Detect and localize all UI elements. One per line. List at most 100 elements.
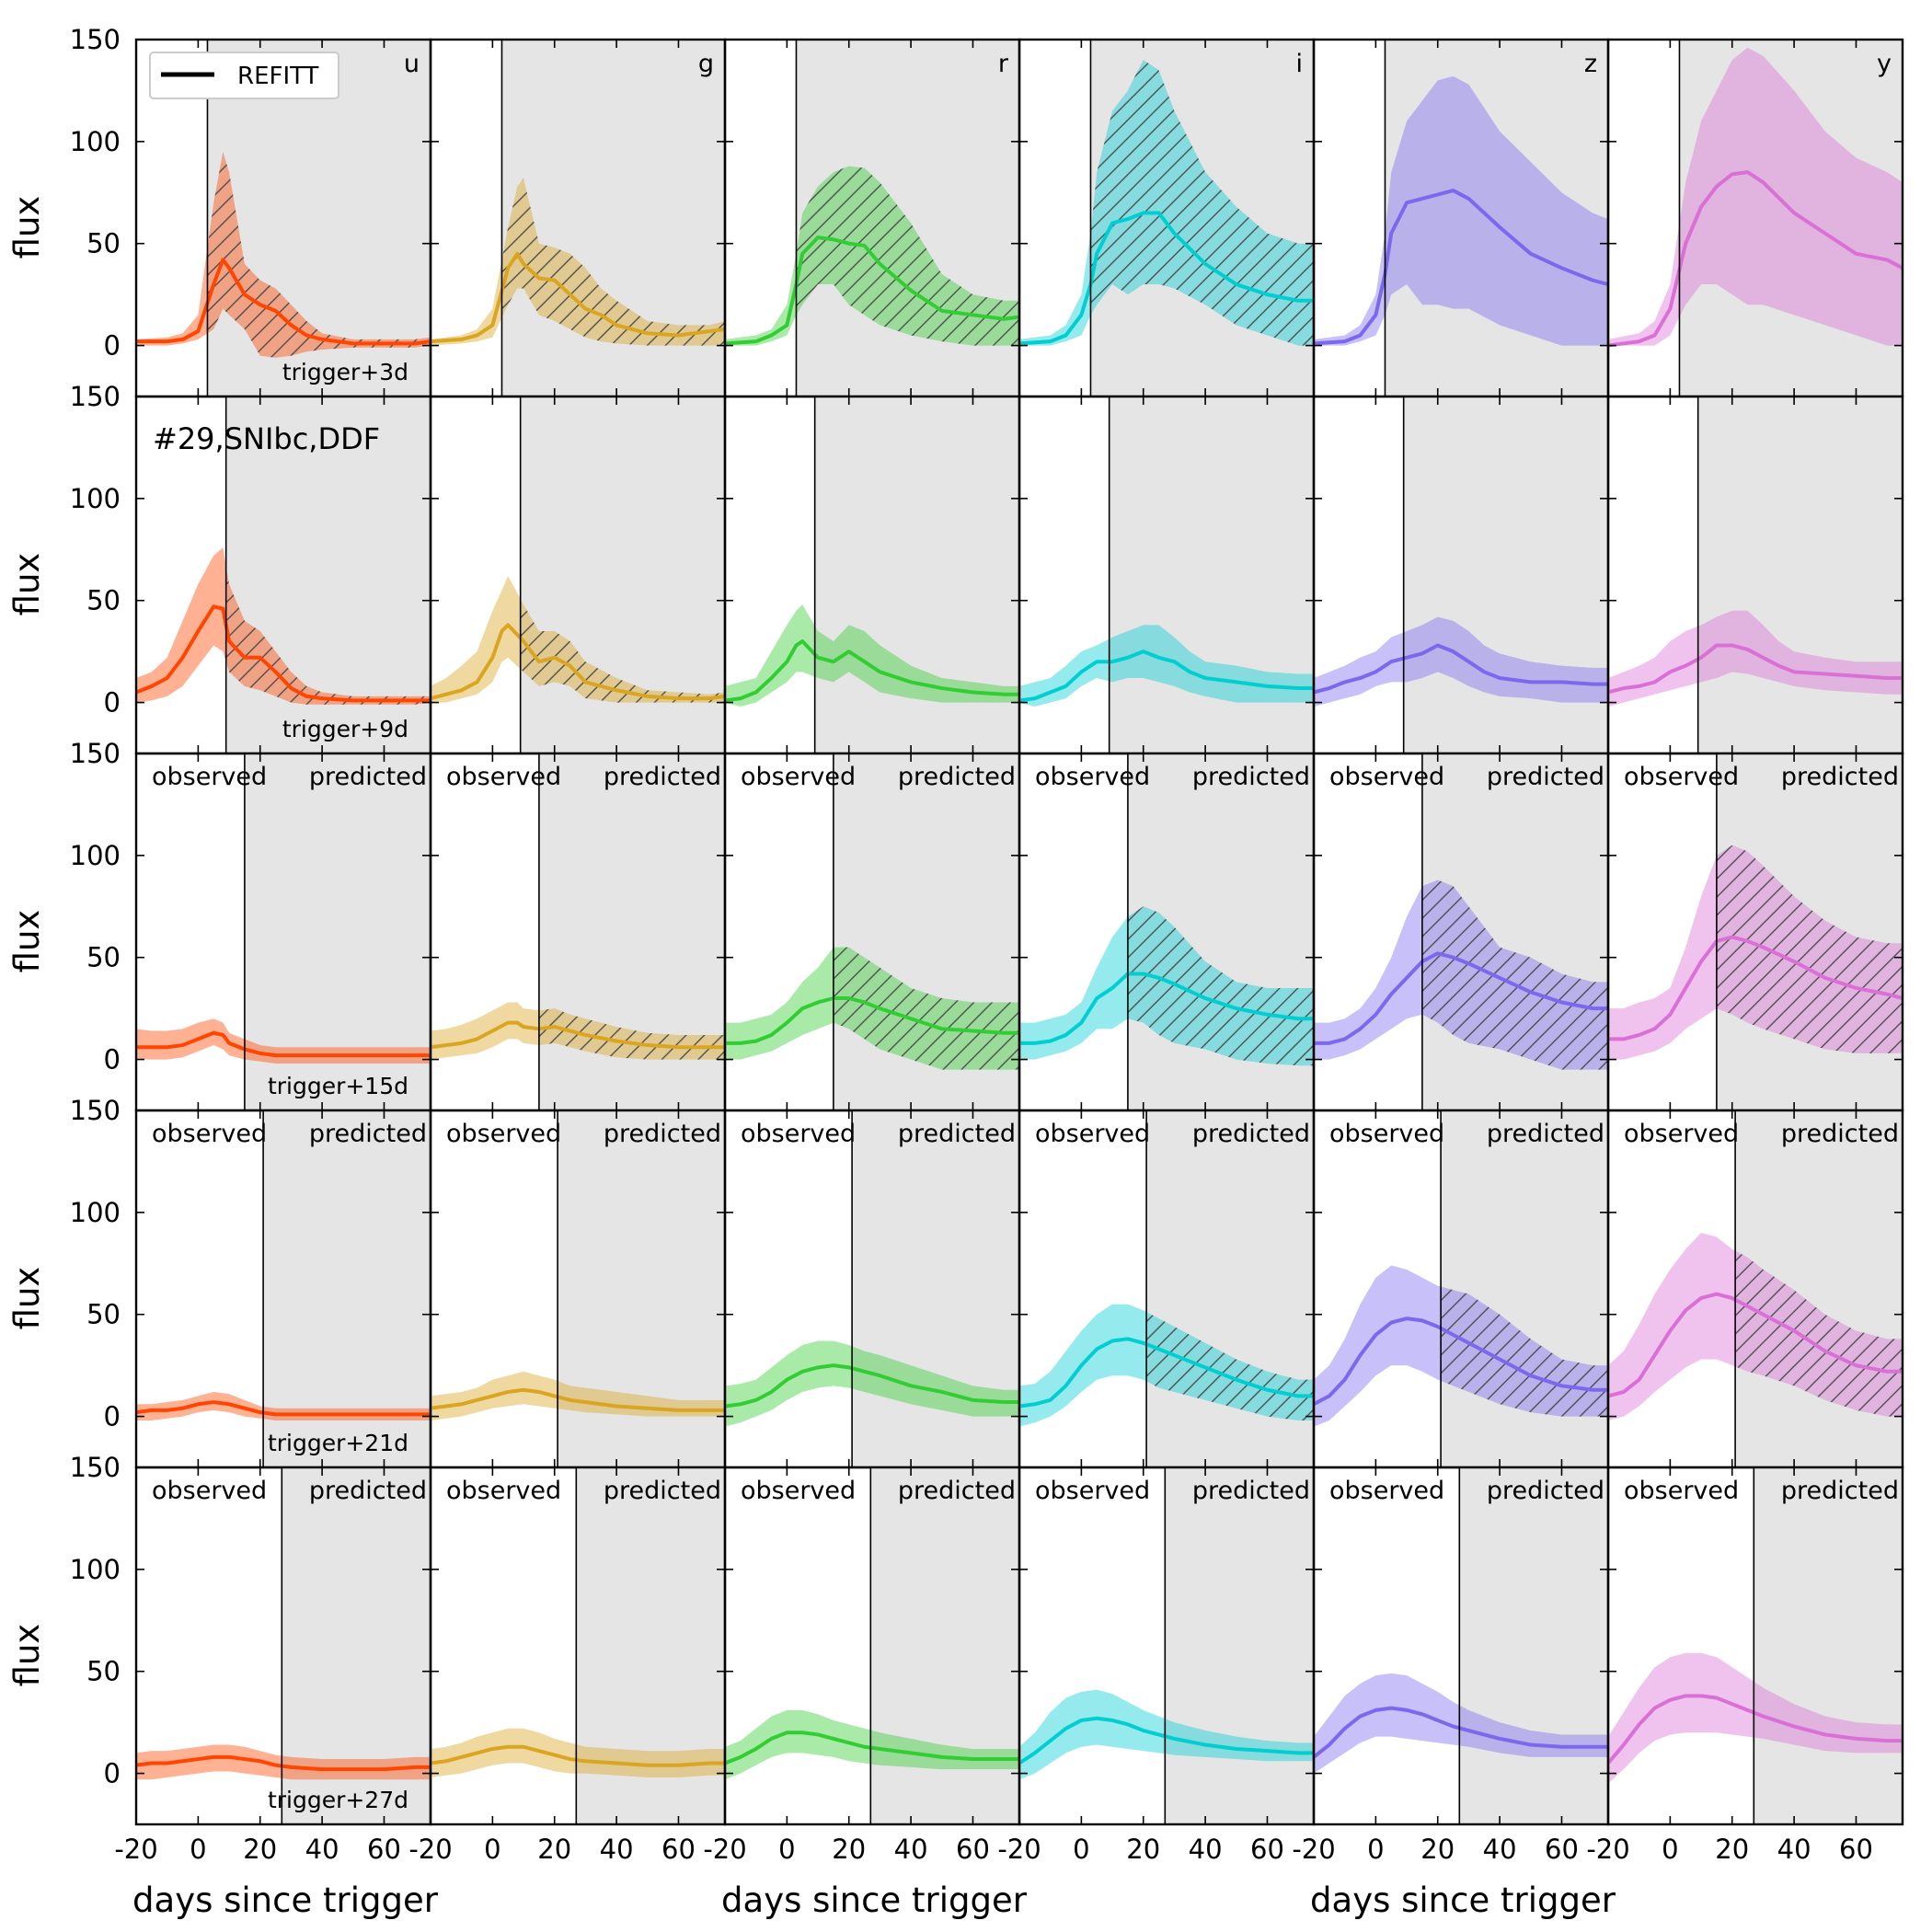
fit-line-y	[1608, 1694, 1903, 1765]
uncertainty-band-r	[725, 604, 1019, 707]
hatched-band-u	[225, 566, 431, 705]
panel-r-row-5	[725, 1467, 1019, 1824]
uncertainty-band-g	[431, 576, 725, 703]
panel-u-row-2	[136, 397, 431, 753]
observed-label: observed	[446, 763, 561, 791]
x-axis-label-2: days since trigger	[721, 1880, 1028, 1920]
y-tick-label: 0	[104, 330, 121, 362]
x-axis-label-1: days since trigger	[132, 1880, 439, 1920]
y-tick-label: 100	[70, 1554, 121, 1585]
y-tick-label: 50	[86, 585, 121, 616]
legend: REFITT	[149, 52, 339, 99]
panels-layer: u trigger+3d g r i z y 0 50 100 150 flux trigger+9d 0…	[7, 24, 1904, 1865]
fit-line-u	[136, 604, 431, 703]
uncertainty-band-i	[1019, 625, 1314, 707]
x-tick-label: 60	[661, 1834, 696, 1865]
y-tick-label: 100	[70, 840, 121, 871]
panel-frame	[1606, 1466, 1904, 1826]
y-axis-label: flux	[7, 910, 47, 973]
observed-label: observed	[741, 763, 856, 791]
x-tick-label: 60	[367, 1834, 401, 1865]
x-tick-label: 0	[1367, 1834, 1384, 1865]
trigger-label: trigger+9d	[282, 716, 408, 742]
hatched-band-r	[796, 166, 1019, 346]
panel-u-row-4	[136, 1110, 431, 1467]
observed-label: observed	[741, 1120, 856, 1148]
fit-line-r	[725, 1363, 1019, 1409]
predicted-label: predicted	[898, 763, 1016, 791]
panel-i-row-4	[1019, 1110, 1314, 1467]
legend-box	[149, 52, 339, 99]
predicted-region	[1754, 1467, 1903, 1824]
y-tick-label: 50	[86, 1656, 121, 1687]
panel-i-row-2	[1019, 397, 1314, 753]
observed-label: observed	[1624, 1120, 1739, 1148]
fit-line-g	[431, 1744, 725, 1767]
y-tick-label: 50	[86, 1299, 121, 1330]
predicted-region	[282, 1467, 431, 1824]
y-tick-label: 150	[70, 24, 121, 55]
panel-i-row-3	[1019, 753, 1314, 1110]
hatched-band-y	[1716, 845, 1903, 1053]
panel-i-row-1	[1019, 40, 1314, 397]
predicted-region	[244, 753, 431, 1110]
predicted-region	[1679, 40, 1903, 397]
fit-line-r	[725, 1731, 1019, 1765]
observed-label: observed	[741, 1477, 856, 1505]
panel-g-row-2	[431, 397, 725, 753]
uncertainty-band-r	[725, 1340, 1019, 1427]
x-tick-label: 40	[1483, 1834, 1517, 1865]
labels-layer: #29,SNIbc,DDF days since trigger days si…	[132, 421, 1616, 1920]
predicted-region	[1459, 1467, 1608, 1824]
y-tick-label: 150	[70, 381, 121, 412]
hatched-band-i	[1146, 1312, 1314, 1421]
x-tick-label: 20	[537, 1834, 571, 1865]
panel-y-row-2	[1608, 397, 1903, 753]
trigger-label: trigger+21d	[268, 1430, 408, 1456]
predicted-label: predicted	[604, 763, 721, 791]
y-tick-label: 150	[70, 1095, 121, 1126]
x-tick-label: 0	[190, 1834, 206, 1865]
fit-line-z	[1314, 643, 1608, 695]
band-label-z: z	[1584, 50, 1597, 78]
x-tick-label: 20	[1715, 1834, 1749, 1865]
y-tick-label: 50	[86, 942, 121, 973]
fit-line-u	[136, 1400, 431, 1417]
hatched-band-g	[520, 598, 725, 703]
y-tick-label: 0	[104, 1044, 121, 1075]
panel-z-row-4	[1314, 1110, 1608, 1467]
y-axis-label: flux	[7, 1267, 47, 1330]
y-axis-label: flux	[7, 196, 47, 259]
predicted-label: predicted	[309, 1120, 427, 1148]
trigger-label: trigger+15d	[268, 1073, 408, 1099]
band-label-i: i	[1295, 50, 1303, 78]
uncertainty-band-z	[1314, 75, 1608, 346]
predicted-label: predicted	[1781, 1477, 1899, 1505]
panel-u-row-3	[136, 753, 431, 1110]
y-tick-label: 150	[70, 1452, 121, 1483]
observed-label: observed	[1329, 1120, 1444, 1148]
observed-label: observed	[1329, 763, 1444, 791]
observed-label: observed	[1035, 1120, 1150, 1148]
y-tick-label: 150	[70, 738, 121, 769]
band-label-u: u	[404, 50, 420, 78]
fit-line-u	[136, 1754, 431, 1772]
predicted-label: predicted	[1781, 763, 1899, 791]
predicted-region	[1109, 397, 1314, 753]
predicted-label: predicted	[1487, 1477, 1604, 1505]
predicted-label: predicted	[309, 1477, 427, 1505]
hatched-band-z	[1421, 880, 1608, 1070]
panel-g-row-3	[431, 753, 725, 1110]
fit-line-u	[136, 258, 431, 346]
x-tick-label: 60	[1250, 1834, 1284, 1865]
x-tick-label: -20	[703, 1834, 746, 1865]
fit-line-g	[431, 1387, 725, 1412]
legend-label: REFITT	[237, 63, 319, 90]
panel-y-row-3	[1608, 753, 1903, 1110]
fit-line-y	[1608, 935, 1903, 1041]
y-tick-label: 100	[70, 1197, 121, 1228]
trigger-label: trigger+3d	[282, 359, 408, 385]
x-tick-label: 0	[1073, 1834, 1089, 1865]
hatched-band-r	[833, 947, 1019, 1070]
